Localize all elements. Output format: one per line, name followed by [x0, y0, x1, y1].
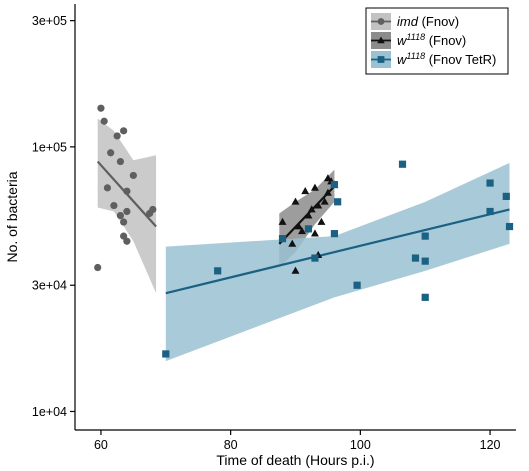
data-point-s1-8	[310, 229, 319, 237]
x-tick-label-2: 100	[350, 438, 371, 452]
legend-label-main-2: w	[397, 52, 408, 67]
y-tick-label-1: 3e+04	[32, 279, 67, 293]
data-point-s1-1	[288, 239, 297, 247]
data-point-s0-3	[107, 149, 115, 157]
data-point-s1-9	[310, 183, 319, 191]
data-point-s0-0	[94, 263, 102, 272]
data-point-s1-12	[320, 197, 329, 205]
data-point-s2-3	[304, 225, 313, 233]
legend-key-marker-0	[377, 18, 385, 25]
x-tick-label-1: 80	[224, 438, 238, 452]
legend-label-main-1: w	[397, 33, 408, 48]
data-point-s2-8	[353, 281, 361, 289]
data-point-s2-5	[330, 181, 339, 189]
legend-label-sup-1: 1118	[406, 32, 425, 42]
data-point-s2-11	[421, 232, 429, 240]
data-point-s2-9	[398, 160, 407, 168]
data-point-s2-12	[421, 257, 429, 265]
x-axis-label: Time of death (Hours p.i.)	[216, 452, 374, 468]
data-points	[94, 104, 514, 358]
data-point-s2-17	[505, 222, 514, 231]
data-point-s0-13	[120, 232, 128, 240]
data-point-s0-14	[123, 237, 131, 245]
data-point-s0-5	[116, 157, 124, 166]
data-point-s2-6	[334, 198, 342, 206]
x-tick-label-0: 60	[94, 438, 108, 452]
data-point-s0-6	[120, 127, 128, 135]
data-point-s1-7	[307, 205, 316, 213]
y-axis-label: No. of bacteria	[4, 171, 20, 262]
y-tick-label-0: 1e+04	[32, 405, 67, 419]
data-point-s2-15	[486, 207, 494, 216]
legend-label-suffix-2: (Fnov TetR)	[425, 52, 496, 67]
legend-label-sup-2: 1118	[406, 51, 425, 61]
legend-label-suffix-1: (Fnov)	[425, 33, 466, 48]
data-point-s1-10	[314, 201, 323, 209]
confidence-bands	[97, 118, 510, 362]
legend-label-2: w1118 (Fnov TetR)	[397, 51, 496, 67]
legend: imd (Fnov)w1118 (Fnov)w1118 (Fnov TetR)	[365, 7, 509, 75]
legend-key-marker-2	[377, 56, 385, 63]
data-point-s1-0	[278, 217, 287, 225]
data-point-s2-13	[421, 293, 429, 301]
data-point-s1-16	[323, 188, 332, 196]
ci-band-0	[97, 118, 157, 294]
axes: 60 80 100 120 1e+04 3e+04 1e+05 3e+05	[32, 4, 516, 452]
data-point-s0-7	[123, 187, 131, 195]
legend-label-suffix-0: (Fnov)	[418, 14, 459, 29]
data-point-s0-17	[149, 205, 157, 214]
data-point-s2-14	[486, 179, 494, 187]
data-point-s1-6	[304, 211, 313, 219]
data-point-s1-2	[291, 197, 300, 205]
y-tick-label-2: 1e+05	[32, 140, 67, 154]
data-point-s1-18	[291, 266, 300, 274]
data-point-s2-2	[278, 235, 287, 243]
data-point-s1-3	[294, 222, 303, 230]
data-point-s0-11	[120, 218, 128, 226]
legend-label-1: w1118 (Fnov)	[397, 32, 466, 48]
x-tick-label-3: 120	[480, 438, 501, 452]
data-point-s0-10	[116, 211, 124, 220]
data-point-s0-12	[123, 207, 131, 216]
data-point-s0-9	[110, 201, 118, 210]
data-point-s1-4	[298, 226, 306, 235]
data-point-s2-16	[502, 192, 510, 200]
legend-label-0: imd (Fnov)	[397, 14, 459, 29]
data-point-s2-4	[311, 254, 319, 262]
legend-label-main-0: imd	[397, 14, 419, 29]
data-point-s2-0	[162, 350, 170, 358]
data-point-s1-5	[301, 186, 310, 195]
data-point-s0-8	[103, 184, 112, 192]
ci-band-2	[165, 162, 510, 362]
legend-key-marker-1	[377, 36, 385, 44]
data-point-s0-15	[129, 171, 137, 180]
data-point-s0-4	[113, 132, 121, 140]
data-point-s2-7	[330, 230, 339, 238]
data-point-s2-1	[214, 267, 222, 275]
data-point-s2-10	[411, 254, 420, 262]
data-point-s0-2	[100, 117, 108, 125]
data-point-s0-1	[97, 104, 105, 112]
y-tick-label-3: 3e+05	[32, 14, 67, 28]
data-point-s1-11	[317, 217, 326, 225]
fit-line-2	[165, 208, 510, 295]
